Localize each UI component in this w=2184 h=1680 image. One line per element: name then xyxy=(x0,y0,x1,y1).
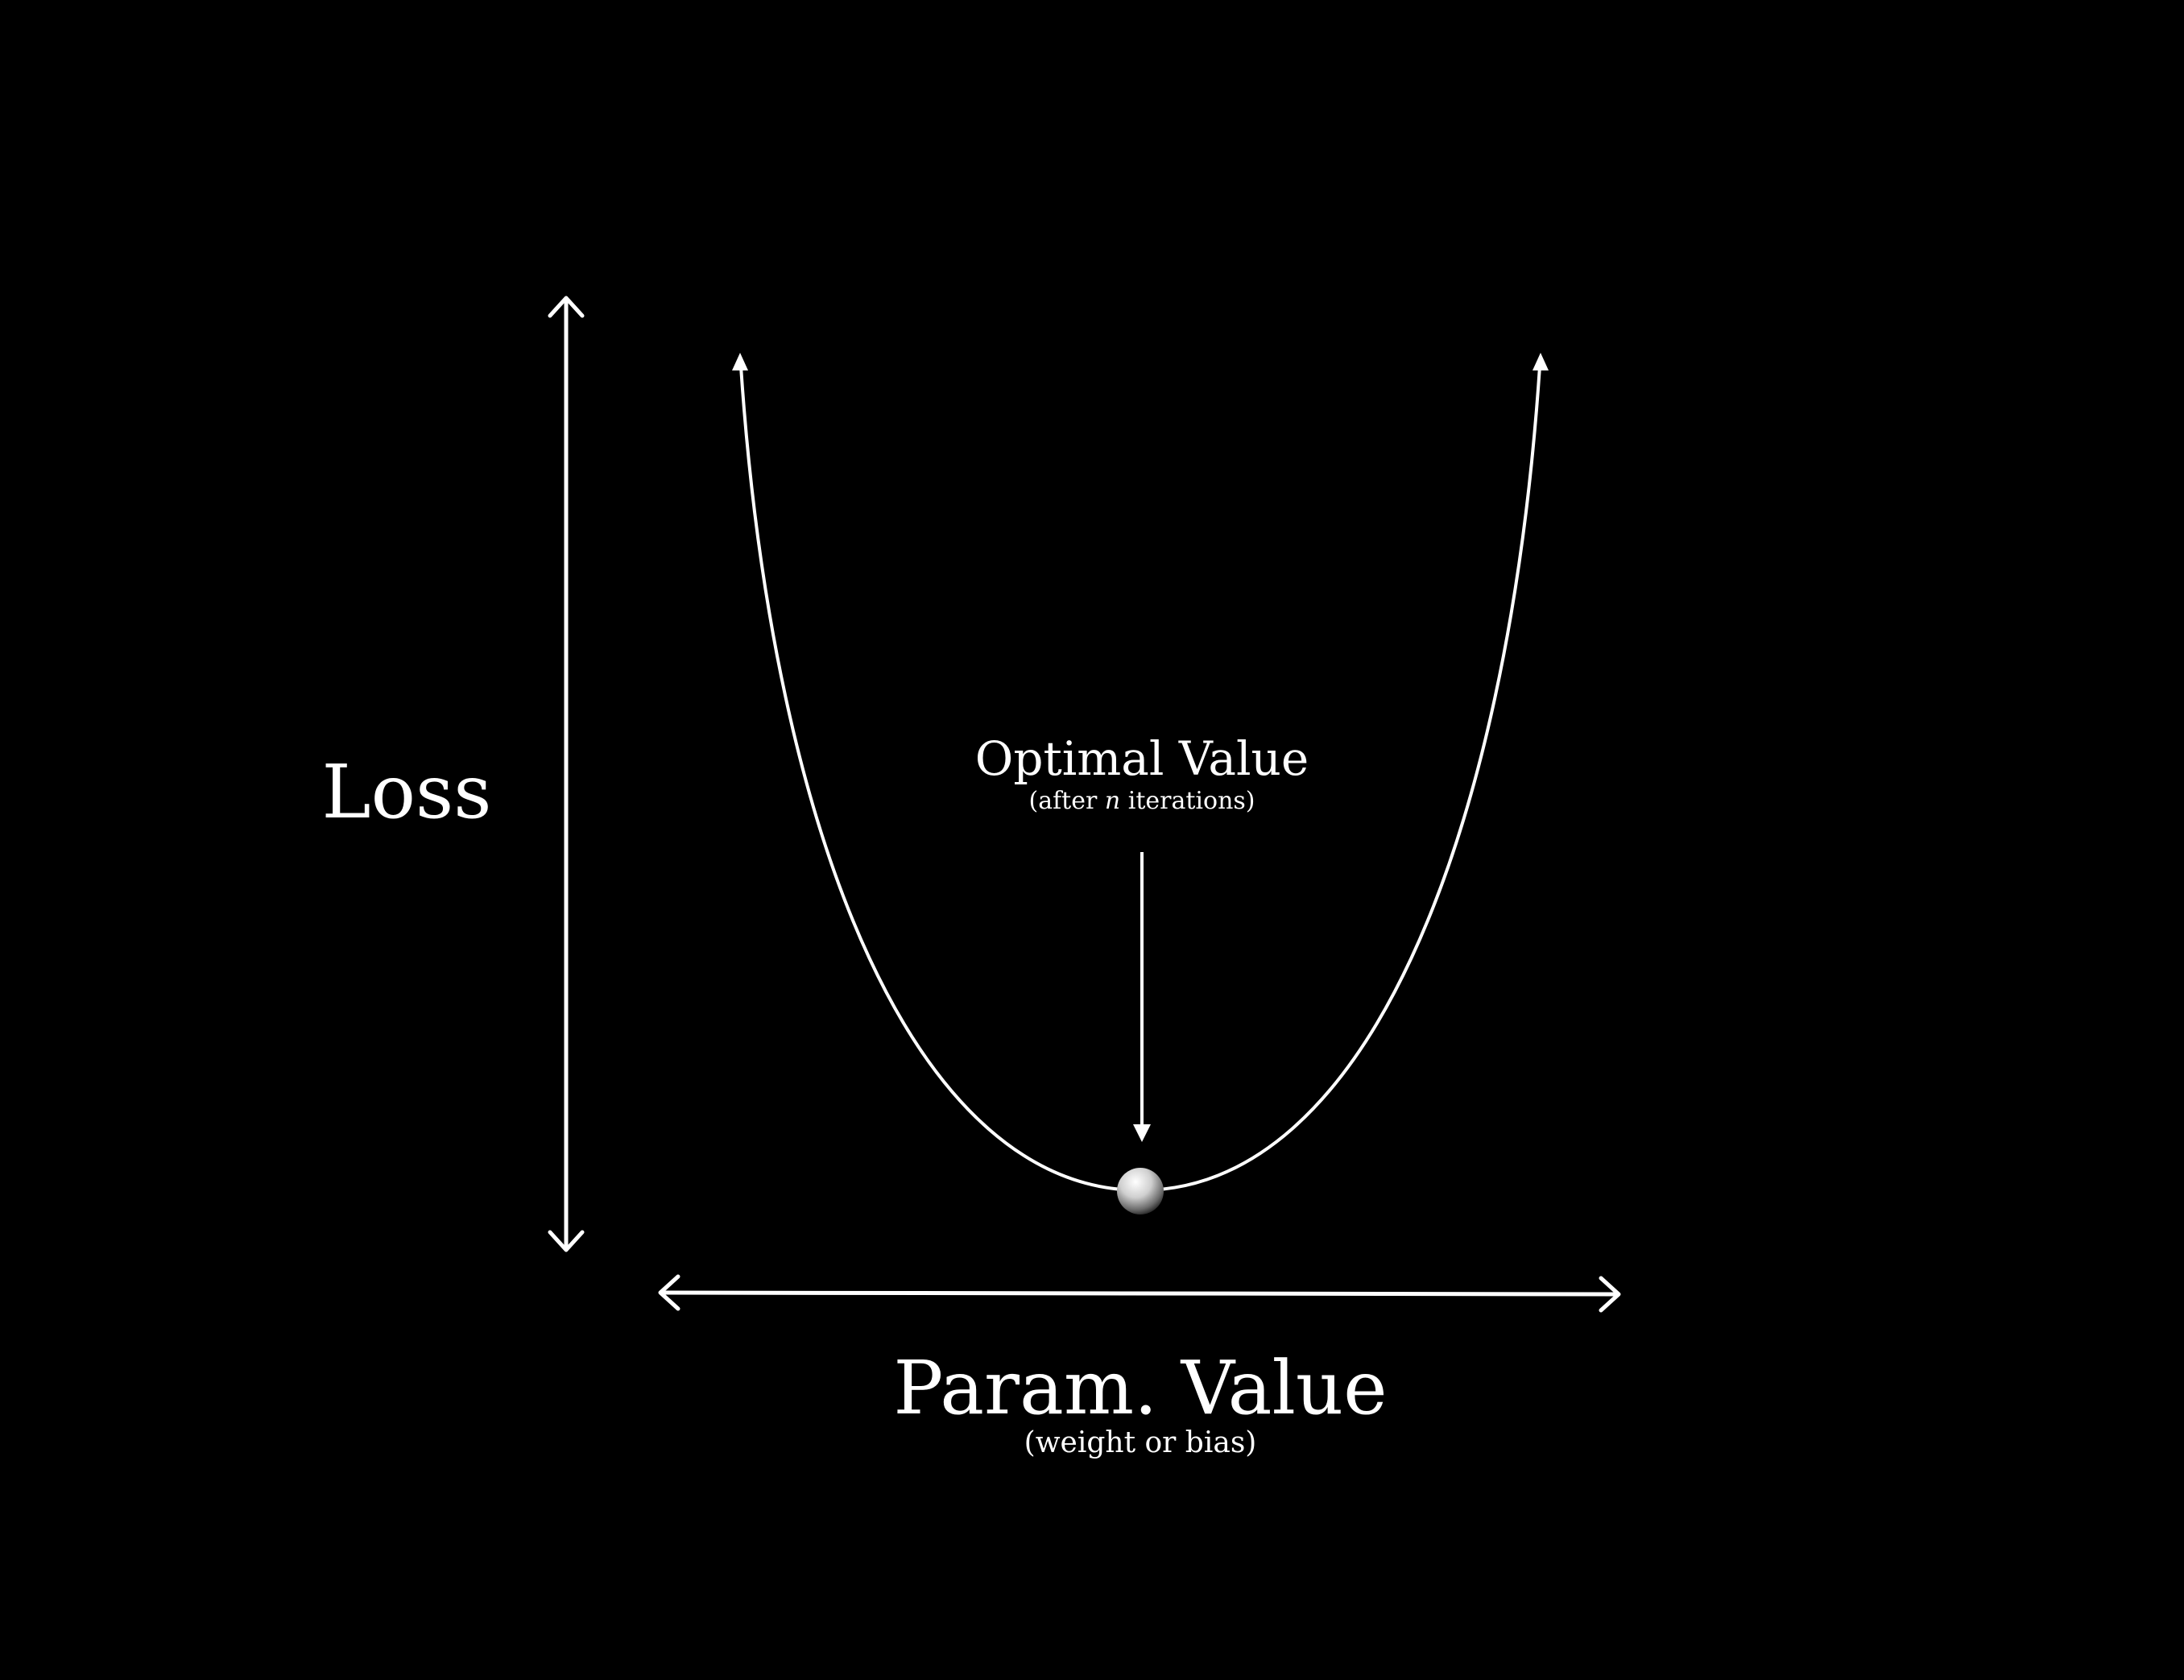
y-axis-top-arrowhead xyxy=(548,296,585,318)
loss-curve-right-arrowhead xyxy=(1533,353,1549,370)
x-axis-left-arrowhead xyxy=(658,1274,680,1311)
y-axis-bottom-arrowhead xyxy=(548,1230,585,1252)
pointer-arrowhead xyxy=(1133,1124,1151,1142)
x-axis-sublabel: (weight or bias) xyxy=(1024,1426,1257,1459)
x-axis xyxy=(658,1274,1621,1313)
x-axis-right-arrowhead xyxy=(1599,1276,1621,1313)
x-axis-label: Param. Value xyxy=(893,1345,1387,1431)
y-axis xyxy=(548,296,585,1252)
optimal-value-title: Optimal Value xyxy=(975,731,1309,786)
y-axis-label: Loss xyxy=(322,749,492,835)
optimal-value-pointer xyxy=(1133,852,1151,1142)
optimal-value-subtitle-suffix: iterations) xyxy=(1120,787,1255,815)
optimal-value-subtitle-prefix: (after xyxy=(1028,787,1104,815)
sphere-ball-icon xyxy=(1117,1168,1164,1214)
loss-curve-left-arrowhead xyxy=(732,353,748,370)
x-axis-line xyxy=(660,1290,1619,1297)
optimal-value-subtitle: (after n iterations) xyxy=(1028,787,1255,815)
optimal-value-subtitle-variable: n xyxy=(1105,787,1120,815)
